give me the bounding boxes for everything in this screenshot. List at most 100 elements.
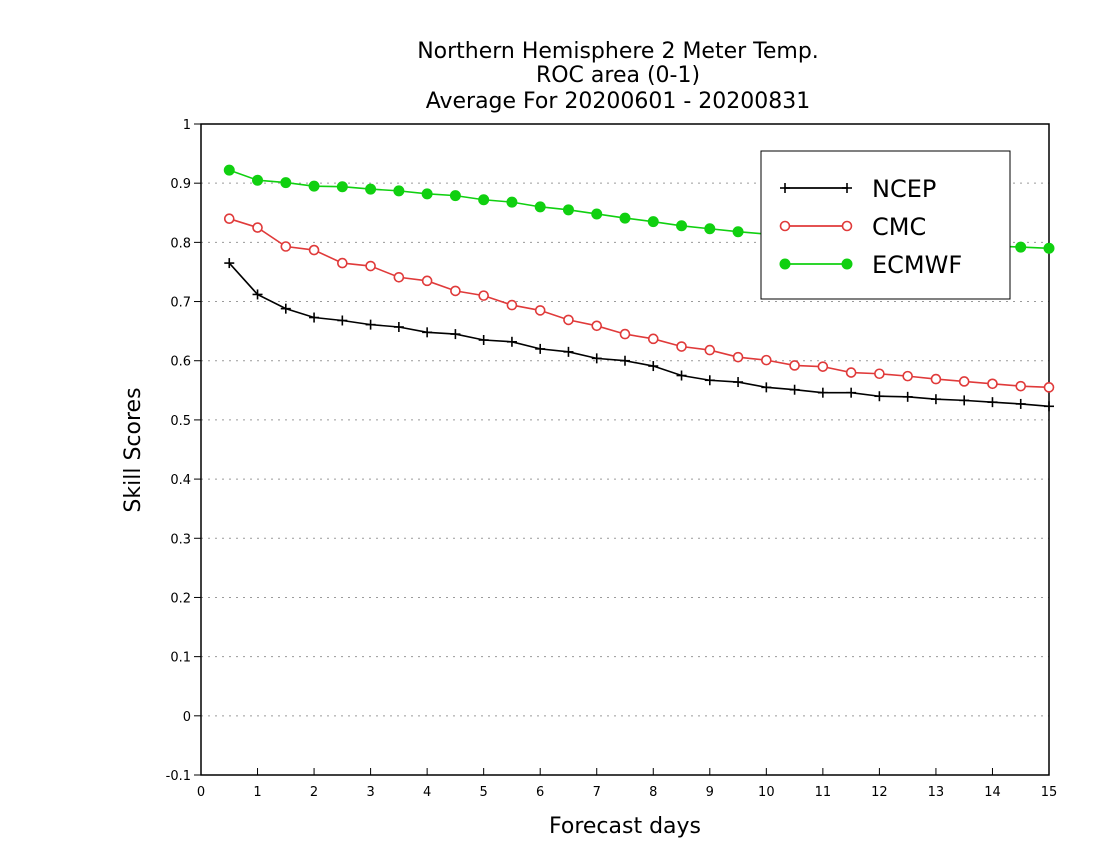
legend-item-ncep: NCEP	[780, 175, 936, 203]
y-tick-label: 0.7	[170, 296, 191, 311]
data-point-ecmwf	[619, 212, 631, 224]
data-point-ecmwf	[365, 183, 377, 195]
chart-title-line-2: ROC area (0-1)	[536, 63, 700, 88]
x-tick-label: 9	[706, 785, 714, 800]
data-point-ncep	[1015, 398, 1026, 409]
data-point-ncep	[393, 321, 404, 332]
data-point-ncep	[761, 382, 772, 393]
y-axis-label: Skill Scores	[121, 387, 146, 512]
data-point-cmc	[902, 370, 913, 382]
data-point-ecmwf	[1015, 241, 1027, 253]
data-point-ecmwf	[252, 174, 264, 186]
data-point-cmc	[478, 290, 489, 301]
data-point-ncep	[620, 355, 630, 366]
y-tick-label: 0.2	[170, 591, 191, 606]
y-tick-label: 0.4	[170, 473, 191, 488]
y-tick-label: -0.1	[166, 769, 191, 784]
x-tick-label: 6	[536, 785, 544, 800]
y-tick-label: 0.8	[170, 236, 191, 251]
data-point-ncep	[733, 377, 744, 388]
data-point-ecmwf	[704, 223, 716, 235]
data-point-ncep	[959, 395, 970, 406]
legend-marker-cmc	[841, 220, 853, 232]
y-tick-label: 0.1	[170, 651, 191, 666]
series-cmc	[223, 213, 1055, 393]
x-tick-label: 10	[758, 785, 775, 800]
chart-title: Northern Hemisphere 2 Meter Temp. ROC ar…	[417, 39, 819, 114]
data-point-ncep	[224, 258, 235, 269]
data-point-ncep	[506, 336, 517, 347]
data-point-cmc	[845, 367, 857, 378]
data-point-ecmwf	[591, 208, 603, 220]
legend-marker-ecmwf	[779, 258, 791, 270]
data-point-cmc	[874, 368, 885, 380]
data-point-ecmwf	[421, 188, 433, 200]
x-tick-label: 11	[815, 785, 832, 800]
legend-item-cmc: CMC	[779, 213, 926, 241]
data-point-ncep	[309, 312, 320, 323]
legend-label-ncep: NCEP	[872, 175, 936, 203]
data-point-ecmwf	[534, 201, 546, 213]
data-point-cmc	[1015, 380, 1027, 392]
data-point-ncep	[817, 387, 828, 398]
series-ncep	[224, 258, 1054, 412]
x-tick-label: 15	[1041, 785, 1058, 800]
data-point-cmc	[450, 285, 461, 297]
data-point-ncep	[902, 391, 913, 402]
data-point-ecmwf	[647, 216, 659, 228]
data-point-cmc	[421, 275, 433, 287]
data-point-ecmwf	[308, 180, 320, 192]
data-point-ncep	[280, 303, 291, 314]
data-point-ncep	[478, 335, 489, 346]
data-point-ecmwf	[676, 220, 688, 232]
x-axis-label: Forecast days	[549, 814, 701, 839]
data-point-cmc	[506, 299, 518, 311]
data-point-ncep	[591, 353, 602, 364]
data-point-ncep	[704, 375, 715, 386]
chart-title-line-1: Northern Hemisphere 2 Meter Temp.	[417, 39, 819, 64]
data-point-cmc	[308, 244, 320, 256]
data-point-ncep	[930, 394, 941, 405]
legend-label-cmc: CMC	[872, 213, 926, 241]
legend-marker-ecmwf	[841, 258, 853, 270]
data-point-cmc	[958, 376, 970, 387]
data-point-ncep	[1044, 401, 1054, 412]
data-point-ncep	[535, 343, 546, 354]
data-point-cmc	[252, 222, 263, 233]
data-point-cmc	[223, 213, 235, 224]
data-point-ncep	[563, 346, 574, 357]
data-point-cmc	[1043, 382, 1055, 393]
data-point-ecmwf	[478, 194, 490, 206]
data-point-cmc	[647, 333, 659, 345]
data-point-cmc	[761, 354, 772, 366]
data-point-ncep	[874, 391, 885, 402]
plot-area-frame	[200, 123, 1050, 776]
x-tick-label: 12	[871, 785, 888, 800]
x-tick-label: 0	[197, 785, 205, 800]
data-point-ecmwf	[223, 164, 235, 176]
data-point-cmc	[732, 351, 744, 363]
data-point-cmc	[337, 257, 348, 269]
data-point-cmc	[365, 260, 376, 272]
data-point-ecmwf	[732, 226, 744, 238]
data-point-ncep	[676, 370, 687, 381]
data-point-cmc	[930, 373, 942, 385]
legend-item-ecmwf: ECMWF	[779, 251, 962, 279]
x-tick-label: 5	[480, 785, 488, 800]
y-tick-label: 0.9	[170, 177, 191, 192]
data-point-ecmwf	[393, 185, 405, 197]
data-point-ncep	[252, 289, 263, 300]
x-tick-label: 14	[984, 785, 1001, 800]
y-tick-label: 0.3	[170, 532, 191, 547]
data-point-cmc	[619, 328, 631, 340]
x-tick-label: 3	[366, 785, 374, 800]
chart-title-line-3: Average For 20200601 - 20200831	[426, 89, 811, 114]
legend-marker-ncep	[842, 183, 852, 193]
data-point-ncep	[337, 315, 348, 326]
data-point-ecmwf	[506, 196, 518, 208]
legend-marker-cmc	[779, 220, 791, 232]
y-axis: -0.1 0 0.1 0.2 0.3 0.4 0.5 0.6 0.7 0.8 0.9 1	[166, 118, 201, 784]
y-tick-label: 0.6	[170, 355, 191, 370]
